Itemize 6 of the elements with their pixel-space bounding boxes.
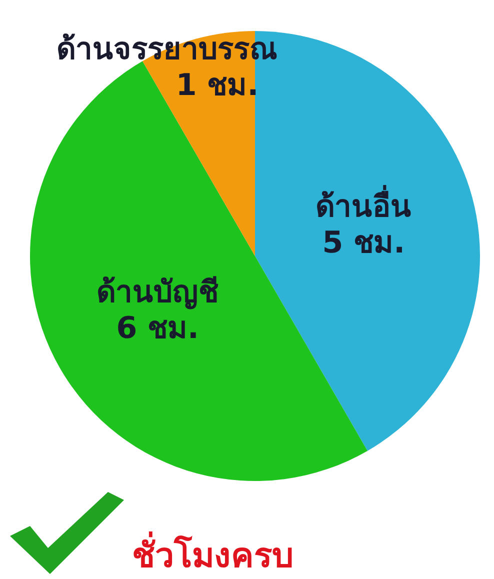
data-label: 5 ชม. bbox=[322, 226, 406, 261]
slice-label: ด้านบัญชี bbox=[96, 275, 219, 310]
slice-label: ด้านจรรยาบรรณ bbox=[56, 32, 278, 67]
data-label: 6 ชม. bbox=[116, 311, 199, 346]
slice-label: ด้านอื่น bbox=[316, 184, 412, 225]
text: ชั่วโมงครบ bbox=[132, 530, 294, 578]
